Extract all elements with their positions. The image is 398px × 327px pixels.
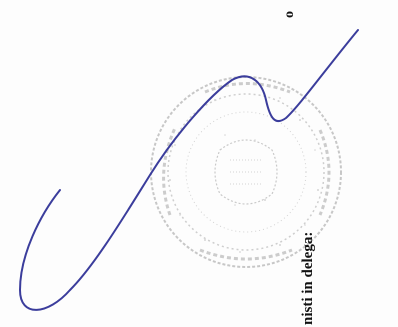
document-text-line: nisti in delega: — [300, 231, 316, 325]
document-text-fragment: o — [282, 11, 297, 18]
handwritten-signature — [19, 29, 359, 311]
